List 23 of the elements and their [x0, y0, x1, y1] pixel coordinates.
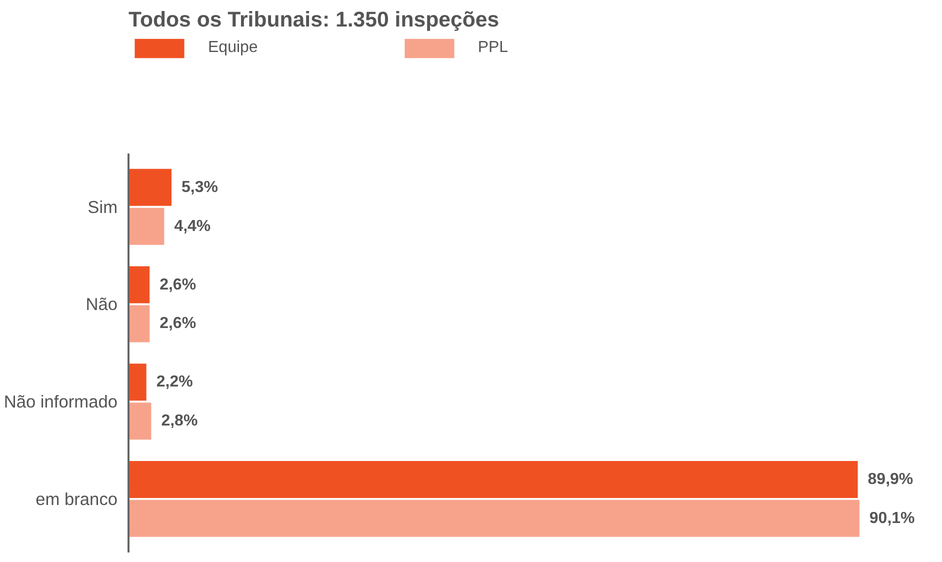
bar — [128, 266, 150, 304]
y-tick-label: Não — [86, 294, 118, 314]
data-label: 4,4% — [174, 218, 211, 235]
bar — [128, 460, 858, 498]
bar — [128, 208, 164, 245]
data-label: 2,2% — [156, 374, 193, 391]
data-label: 2,6% — [160, 276, 196, 294]
bar — [128, 500, 860, 537]
y-tick-label: Sim — [88, 196, 118, 217]
legend-label: Equipe — [208, 39, 258, 57]
chart-title: Todos os Tribunais: 1.350 inspeções — [128, 8, 500, 32]
data-label: 89,9% — [868, 470, 914, 488]
legend-label: PPL — [478, 39, 508, 57]
data-label: 90,1% — [869, 510, 915, 527]
bar — [128, 364, 146, 401]
y-tick-label: em branco — [36, 488, 118, 509]
bar — [128, 168, 172, 206]
bar — [128, 305, 150, 342]
y-tick-label: Não informado — [4, 392, 118, 412]
bar — [128, 402, 152, 440]
data-label: 5,3% — [181, 178, 218, 196]
data-label: 2,8% — [161, 412, 198, 430]
data-label: 2,6% — [160, 315, 196, 332]
